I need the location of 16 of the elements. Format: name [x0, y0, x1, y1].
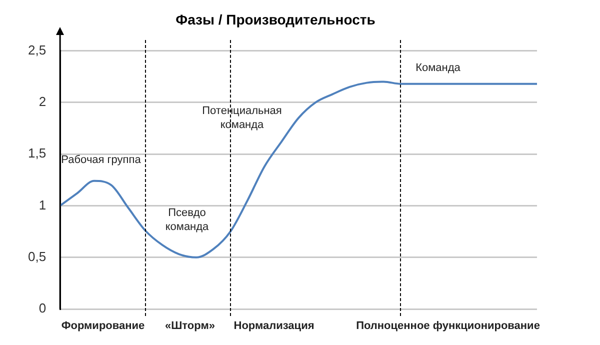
text: Нормализация: [234, 320, 314, 332]
line-series: [59, 80, 538, 258]
text: Полноценное функционирование: [356, 320, 540, 332]
y-tick-label: 1: [38, 197, 46, 212]
y-tick-label: 0: [38, 300, 46, 316]
y-tick-label: 1,5: [28, 146, 46, 161]
annotation: Команда: [416, 62, 462, 74]
text: Формирование: [61, 320, 145, 332]
y-tick-label: 2: [38, 94, 46, 110]
text: «Шторм»: [165, 320, 215, 332]
y-tick-label: 2,5: [28, 42, 46, 58]
annotation: Рабочая группа: [61, 154, 142, 166]
y-tick-label: 0,5: [28, 248, 46, 264]
annotation: Псевдо команда: [165, 207, 210, 234]
annotation: Потенциальная команда: [202, 105, 282, 132]
chart-title: Фазы / Производительность: [176, 11, 376, 28]
